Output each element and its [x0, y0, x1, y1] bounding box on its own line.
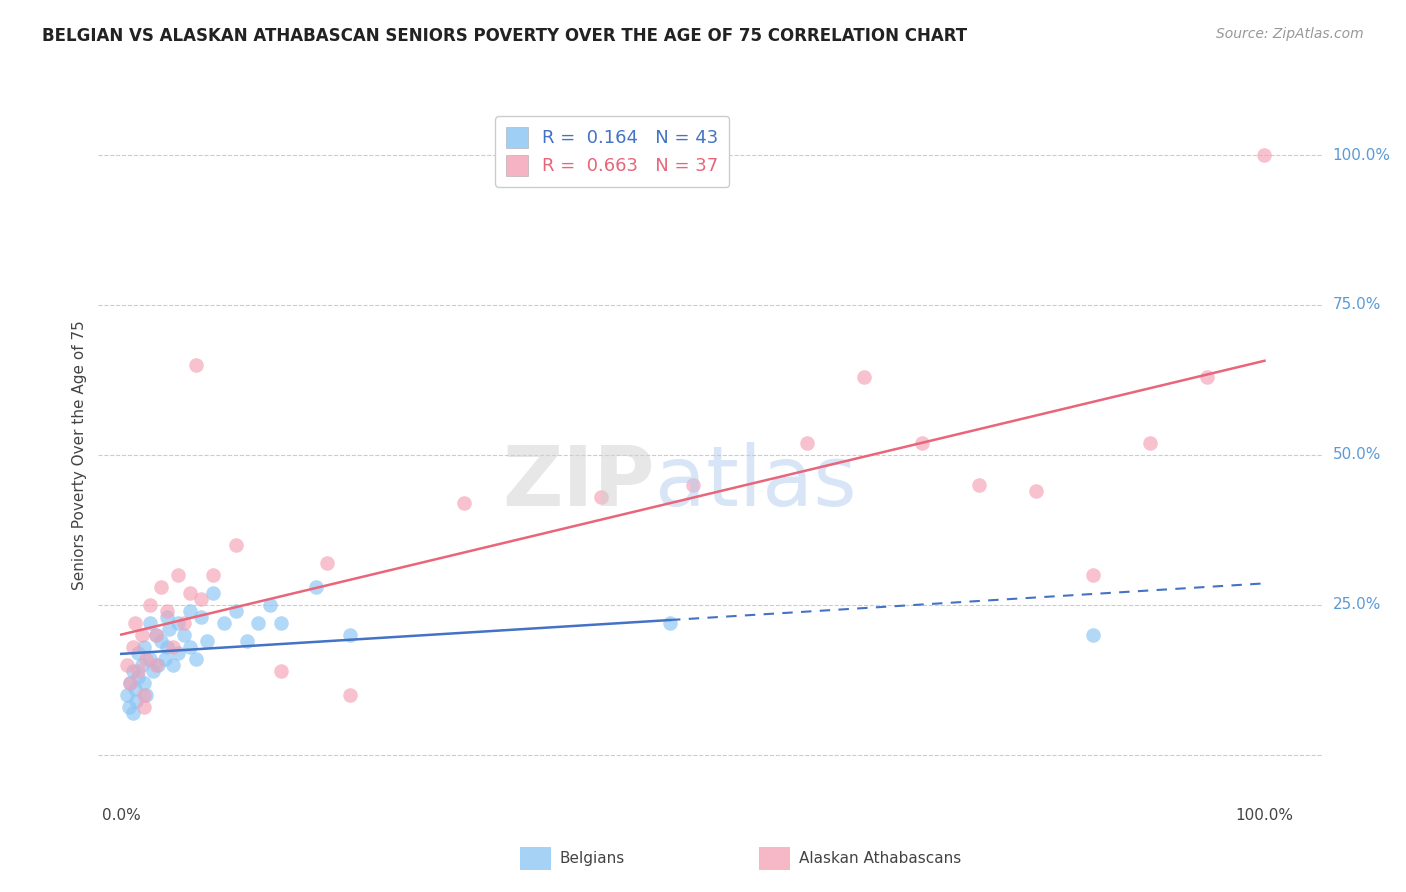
Point [190, 610, 212, 624]
Point [967, 478, 990, 492]
Point [153, 652, 176, 666]
Point [125, 694, 148, 708]
Point [150, 580, 173, 594]
Point [167, 567, 190, 582]
Point [1139, 436, 1161, 450]
Text: Source: ZipAtlas.com: Source: ZipAtlas.com [1216, 27, 1364, 41]
Point [179, 586, 201, 600]
Point [184, 652, 207, 666]
Point [139, 652, 162, 666]
Point [1081, 567, 1104, 582]
Point [270, 615, 292, 630]
Point [179, 640, 201, 654]
Point [225, 538, 247, 552]
Point [131, 628, 153, 642]
Text: BELGIAN VS ALASKAN ATHABASCAN SENIORS POVERTY OVER THE AGE OF 75 CORRELATION CHA: BELGIAN VS ALASKAN ATHABASCAN SENIORS PO… [42, 27, 967, 45]
Point [173, 615, 195, 630]
Point [190, 591, 212, 606]
Point [150, 633, 173, 648]
Point [135, 652, 157, 666]
Point [145, 657, 167, 672]
Point [339, 688, 361, 702]
Text: atlas: atlas [655, 442, 856, 524]
Text: 100.0%: 100.0% [1333, 147, 1391, 162]
Point [184, 358, 207, 372]
Point [1253, 148, 1275, 162]
Point [121, 664, 143, 678]
Point [179, 604, 201, 618]
Text: 50.0%: 50.0% [1333, 448, 1381, 462]
Point [124, 615, 146, 630]
Point [127, 646, 149, 660]
Point [115, 657, 138, 672]
Point [145, 628, 167, 642]
Point [124, 681, 146, 696]
Point [162, 640, 184, 654]
Point [156, 604, 179, 618]
Point [120, 676, 142, 690]
Point [212, 615, 235, 630]
Point [139, 598, 162, 612]
Point [201, 567, 224, 582]
Point [162, 657, 184, 672]
Point [115, 688, 138, 702]
Point [316, 556, 339, 570]
Point [339, 628, 361, 642]
Point [167, 615, 190, 630]
Point [796, 436, 818, 450]
Text: 75.0%: 75.0% [1333, 297, 1381, 312]
Point [682, 478, 704, 492]
Point [270, 664, 292, 678]
Point [135, 688, 157, 702]
Point [118, 699, 141, 714]
Legend: R =  0.164   N = 43, R =  0.663   N = 37: R = 0.164 N = 43, R = 0.663 N = 37 [495, 116, 730, 186]
Point [259, 598, 281, 612]
Point [120, 676, 142, 690]
Point [1081, 628, 1104, 642]
Point [1025, 483, 1047, 498]
Text: Belgians: Belgians [560, 852, 624, 866]
Point [146, 657, 169, 672]
Point [131, 657, 153, 672]
Point [157, 622, 180, 636]
Point [910, 436, 932, 450]
Point [121, 640, 143, 654]
Point [853, 370, 876, 384]
Point [139, 615, 162, 630]
Point [225, 604, 247, 618]
Point [134, 640, 156, 654]
Point [195, 633, 218, 648]
Point [453, 496, 475, 510]
Y-axis label: Seniors Poverty Over the Age of 75: Seniors Poverty Over the Age of 75 [72, 320, 87, 590]
Text: ZIP: ZIP [502, 442, 655, 524]
Point [127, 670, 149, 684]
Point [156, 610, 179, 624]
Point [659, 615, 682, 630]
Point [134, 676, 156, 690]
Point [1197, 370, 1219, 384]
Text: Alaskan Athabascans: Alaskan Athabascans [799, 852, 960, 866]
Point [247, 615, 270, 630]
Text: 25.0%: 25.0% [1333, 598, 1381, 613]
Point [591, 490, 613, 504]
Point [134, 688, 156, 702]
Point [145, 628, 167, 642]
Point [236, 633, 259, 648]
Point [156, 640, 179, 654]
Point [121, 706, 143, 720]
Point [173, 628, 195, 642]
Point [134, 699, 156, 714]
Point [167, 646, 190, 660]
Point [142, 664, 165, 678]
Point [127, 664, 149, 678]
Point [304, 580, 326, 594]
Point [201, 586, 224, 600]
